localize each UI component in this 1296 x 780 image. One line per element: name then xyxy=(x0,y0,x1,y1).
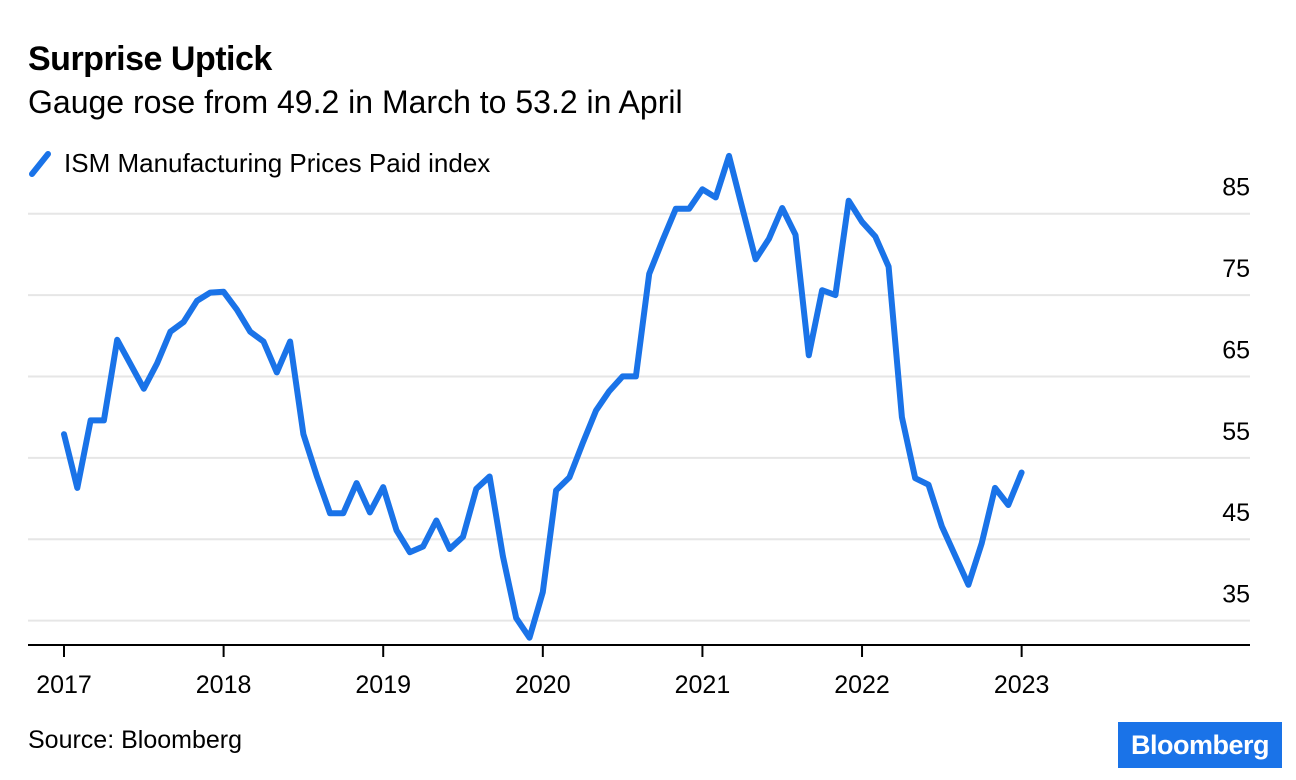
series-line xyxy=(61,152,1025,641)
chart-title: Surprise Uptick xyxy=(28,40,272,78)
x-tick-label: 2023 xyxy=(994,671,1050,699)
x-tick-label: 2020 xyxy=(515,671,571,699)
y-tick-label: 85 xyxy=(1222,174,1250,202)
y-tick-label: 45 xyxy=(1222,499,1250,527)
x-tick-label: 2022 xyxy=(834,671,890,699)
x-tick-label: 2019 xyxy=(355,671,411,699)
x-tick-label: 2017 xyxy=(36,671,92,699)
source-note: Source: Bloomberg xyxy=(28,726,243,754)
chart-subtitle: Gauge rose from 49.2 in March to 53.2 in… xyxy=(28,84,683,120)
y-tick-label: 55 xyxy=(1222,418,1250,446)
y-tick-label: 65 xyxy=(1222,336,1250,364)
legend: ISM Manufacturing Prices Paid index xyxy=(28,148,490,179)
x-tick-label: 2021 xyxy=(675,671,731,699)
legend-line-swatch xyxy=(29,150,51,177)
legend-label: ISM Manufacturing Prices Paid index xyxy=(64,148,491,178)
y-tick-label: 75 xyxy=(1222,255,1250,283)
y-tick-label: 35 xyxy=(1222,581,1250,609)
bloomberg-logo: Bloomberg xyxy=(1118,722,1282,768)
x-tick-label: 2018 xyxy=(196,671,252,699)
